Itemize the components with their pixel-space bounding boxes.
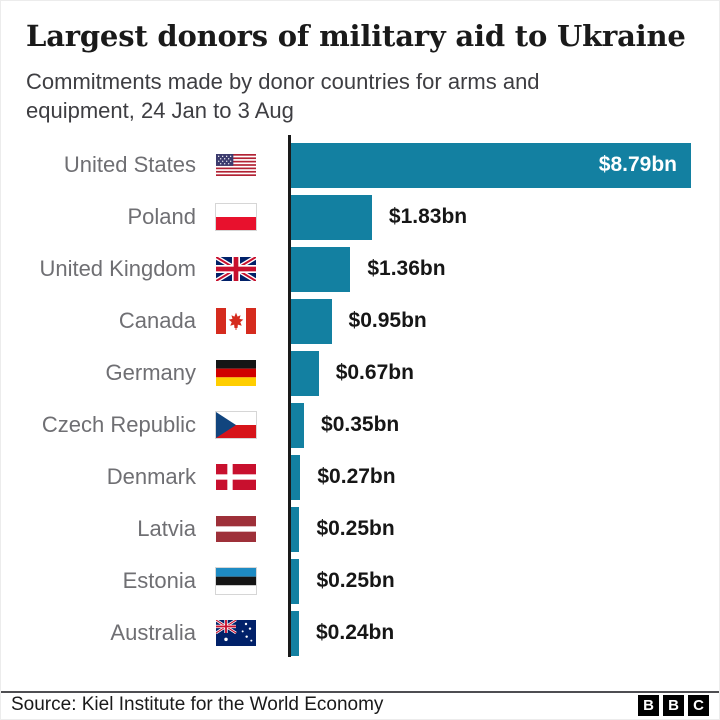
value-label: $8.79bn — [598, 153, 677, 177]
country-label: Poland — [127, 204, 196, 230]
chart-row-canada: Canada $0.95bn — [1, 295, 719, 347]
chart-row-estonia: Estonia $0.25bn — [1, 555, 719, 607]
value-label: $0.67bn — [335, 361, 414, 385]
bar-zone: $1.83bn — [288, 194, 719, 240]
country-label: Germany — [105, 360, 196, 386]
bar-zone: $8.79bn — [288, 142, 719, 188]
bar-denmark — [288, 454, 301, 500]
chart-row-latvia: Latvia $0.25bn — [1, 503, 719, 555]
source-label: Source: Kiel Institute for the World Eco… — [11, 694, 384, 715]
bar-germany — [288, 350, 319, 396]
bar-zone: $0.25bn — [288, 558, 719, 604]
country-label: Czech Republic — [41, 412, 196, 438]
y-axis-line — [288, 135, 291, 658]
bbc-logo-block-2: B — [663, 694, 684, 716]
country-label: Estonia — [122, 568, 196, 594]
chart-header: Largest donors of military aid to Ukrain… — [1, 1, 719, 125]
bar-estonia — [288, 558, 300, 604]
chart-row-germany: Germany $0.67bn — [1, 347, 719, 399]
estonia-flag-icon — [215, 567, 257, 596]
australia-flag-icon — [216, 620, 256, 647]
value-label: $1.83bn — [388, 205, 468, 229]
bar-poland — [288, 194, 372, 240]
bbc-logo-block-1: B — [638, 694, 659, 716]
chart-subtitle: Commitments made by donor countries for … — [26, 69, 540, 124]
bar-canada — [288, 298, 332, 344]
value-label: $0.24bn — [316, 621, 395, 645]
bar-czech-republic — [288, 402, 305, 448]
chart-row-czech-republic: Czech Republic $0.35bn — [1, 399, 719, 451]
bbc-logo-block-3: C — [688, 694, 709, 716]
value-label: $0.35bn — [321, 413, 400, 437]
bar-zone: $0.25bn — [288, 506, 719, 552]
bar-australia — [288, 610, 299, 656]
bar-zone: $0.27bn — [288, 454, 719, 500]
bar-chart: United States — [1, 135, 719, 659]
value-label: $0.25bn — [316, 569, 395, 593]
value-label: $1.36bn — [367, 257, 446, 281]
chart-footer: Source: Kiel Institute for the World Eco… — [1, 691, 719, 719]
poland-flag-icon — [215, 203, 257, 232]
bar-zone: $0.95bn — [288, 298, 719, 344]
denmark-flag-icon — [216, 464, 256, 491]
united-kingdom-flag-icon — [216, 257, 256, 282]
value-label: $0.27bn — [317, 465, 396, 489]
chart-row-united-states: United States — [1, 139, 719, 191]
chart-row-australia: Australia — [1, 607, 719, 659]
canada-flag-icon — [216, 308, 256, 335]
chart-row-poland: Poland $1.83bn — [1, 191, 719, 243]
bar-united-kingdom — [288, 246, 351, 292]
bar-zone: $0.35bn — [288, 402, 719, 448]
bar-latvia — [288, 506, 300, 552]
country-label: Latvia — [137, 516, 196, 542]
bbc-logo: B B C — [638, 694, 709, 716]
chart-title: Largest donors of military aid to Ukrain… — [26, 19, 686, 53]
bar-zone: $1.36bn — [288, 246, 719, 292]
czech-republic-flag-icon — [215, 411, 257, 440]
bar-zone: $0.24bn — [288, 610, 719, 656]
bar-zone: $0.67bn — [288, 350, 719, 396]
country-label: Australia — [110, 620, 196, 646]
value-label: $0.25bn — [316, 517, 395, 541]
united-states-flag-icon — [216, 154, 256, 177]
country-label: Denmark — [106, 464, 196, 490]
germany-flag-icon — [216, 360, 256, 387]
value-label: $0.95bn — [348, 309, 427, 333]
country-label: United States — [63, 152, 196, 178]
country-label: United Kingdom — [39, 256, 196, 282]
latvia-flag-icon — [216, 516, 256, 543]
chart-row-united-kingdom: United Kingdom $1.36bn — [1, 243, 719, 295]
country-label: Canada — [118, 308, 196, 334]
bar-united-states: $8.79bn — [288, 142, 691, 188]
chart-row-denmark: Denmark $0.27bn — [1, 451, 719, 503]
